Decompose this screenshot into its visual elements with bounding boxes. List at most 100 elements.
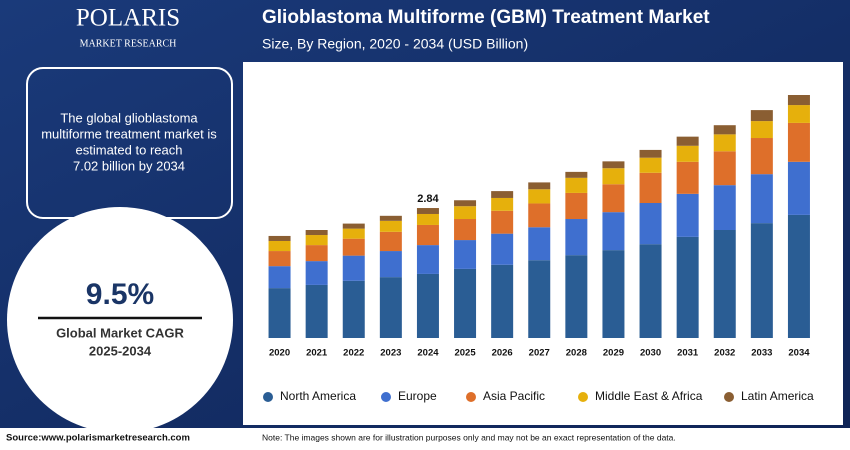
- bar-segment: [639, 149, 662, 158]
- x-tick-label: 2030: [640, 348, 661, 359]
- bar-segment: [268, 251, 291, 267]
- chart-subtitle: Size, By Region, 2020 - 2034 (USD Billio…: [262, 36, 528, 52]
- bar-segment: [639, 203, 662, 245]
- bar-segment: [342, 238, 365, 256]
- bar-segment: [528, 227, 551, 261]
- bar-segment: [602, 250, 625, 338]
- bar-segment: [305, 284, 328, 338]
- bar-segment: [305, 230, 328, 236]
- logo-sub: MARKET RESEARCH: [80, 38, 177, 49]
- bar-segment: [342, 223, 365, 229]
- bar-segment: [639, 244, 662, 338]
- bar-segment: [713, 125, 736, 135]
- logo: POLARIS: [76, 5, 180, 32]
- bar-segment: [602, 184, 625, 213]
- bar-segment: [342, 255, 365, 281]
- bar-segment: [342, 280, 365, 338]
- bar-segment: [750, 110, 773, 122]
- bar-segment: [454, 240, 477, 269]
- x-tick-label: 2027: [529, 348, 550, 359]
- legend-label: North America: [280, 389, 356, 403]
- bar-segment: [565, 255, 588, 338]
- legend-swatch: [578, 392, 588, 402]
- bar-segment: [602, 212, 625, 251]
- bar-segment: [676, 145, 699, 162]
- legend-label: Europe: [398, 389, 437, 403]
- bar-segment: [713, 185, 736, 230]
- cagr-circle: [7, 207, 233, 433]
- legend-label: Asia Pacific: [483, 389, 545, 403]
- x-tick-label: 2022: [343, 348, 364, 359]
- legend-label: Middle East & Africa: [595, 389, 703, 403]
- bar-segment: [416, 224, 439, 246]
- bar-segment: [639, 157, 662, 173]
- legend-swatch: [466, 392, 476, 402]
- bar-segment: [602, 168, 625, 185]
- bar-segment: [787, 95, 810, 106]
- bar-segment: [454, 206, 477, 220]
- bar-segment: [713, 230, 736, 338]
- cagr-period: 2025-2034: [89, 343, 152, 358]
- source: Source:www.polarismarketresearch.com: [6, 433, 190, 444]
- x-tick-label: 2031: [677, 348, 699, 359]
- bar-segment: [676, 136, 699, 146]
- bar-segment: [454, 219, 477, 241]
- bar-segment: [268, 288, 291, 338]
- bar-segment: [491, 197, 514, 211]
- x-tick-label: 2034: [788, 348, 810, 359]
- bar-segment: [454, 200, 477, 207]
- bar-segment: [305, 245, 328, 262]
- bar-segment: [528, 203, 551, 228]
- legend-swatch: [381, 392, 391, 402]
- x-tick-label: 2028: [566, 348, 587, 359]
- bar-segment: [565, 219, 588, 256]
- bar-segment: [268, 240, 291, 252]
- summary-line: estimated to reach: [76, 142, 183, 157]
- bar-segment: [787, 122, 810, 162]
- bar-segment: [787, 214, 810, 338]
- summary-line: 7.02 billion by 2034: [73, 158, 185, 173]
- bar-segment: [750, 121, 773, 139]
- bar-segment: [528, 189, 551, 204]
- bar-segment: [454, 268, 477, 338]
- cagr-value: 9.5%: [86, 278, 154, 311]
- bar-segment: [787, 161, 810, 215]
- bar-segment: [305, 261, 328, 285]
- bar-segment: [416, 208, 439, 214]
- bar-segment: [676, 193, 699, 237]
- bar-segment: [491, 191, 514, 198]
- bar-segment: [416, 273, 439, 338]
- legend-swatch: [263, 392, 273, 402]
- x-tick-label: 2025: [454, 348, 476, 359]
- bar-segment: [491, 210, 514, 234]
- note: Note: The images shown are for illustrat…: [262, 432, 676, 442]
- bar-segment: [342, 228, 365, 239]
- chart-title: Glioblastoma Multiforme (GBM) Treatment …: [262, 7, 710, 28]
- bar-segment: [268, 235, 291, 241]
- bar-segment: [379, 215, 402, 221]
- x-tick-label: 2020: [269, 348, 290, 359]
- x-tick-label: 2029: [603, 348, 624, 359]
- bar-segment: [268, 266, 291, 289]
- summary-line: multiforme treatment market is: [41, 126, 217, 141]
- bar-segment: [305, 235, 328, 246]
- total-label: 2.84: [417, 193, 439, 205]
- bar-segment: [750, 138, 773, 175]
- bar-segment: [491, 233, 514, 265]
- bar-segment: [676, 161, 699, 194]
- bar-segment: [565, 171, 588, 178]
- bar-segment: [416, 213, 439, 225]
- bar-segment: [565, 192, 588, 220]
- bar-segment: [602, 161, 625, 169]
- bar-segment: [713, 134, 736, 152]
- x-tick-label: 2023: [380, 348, 401, 359]
- bar-segment: [379, 220, 402, 232]
- bar-segment: [491, 264, 514, 338]
- x-tick-label: 2033: [751, 348, 772, 359]
- bar-segment: [379, 277, 402, 338]
- x-tick-label: 2024: [417, 348, 439, 359]
- bar-segment: [750, 174, 773, 224]
- legend-label: Latin America: [741, 389, 814, 403]
